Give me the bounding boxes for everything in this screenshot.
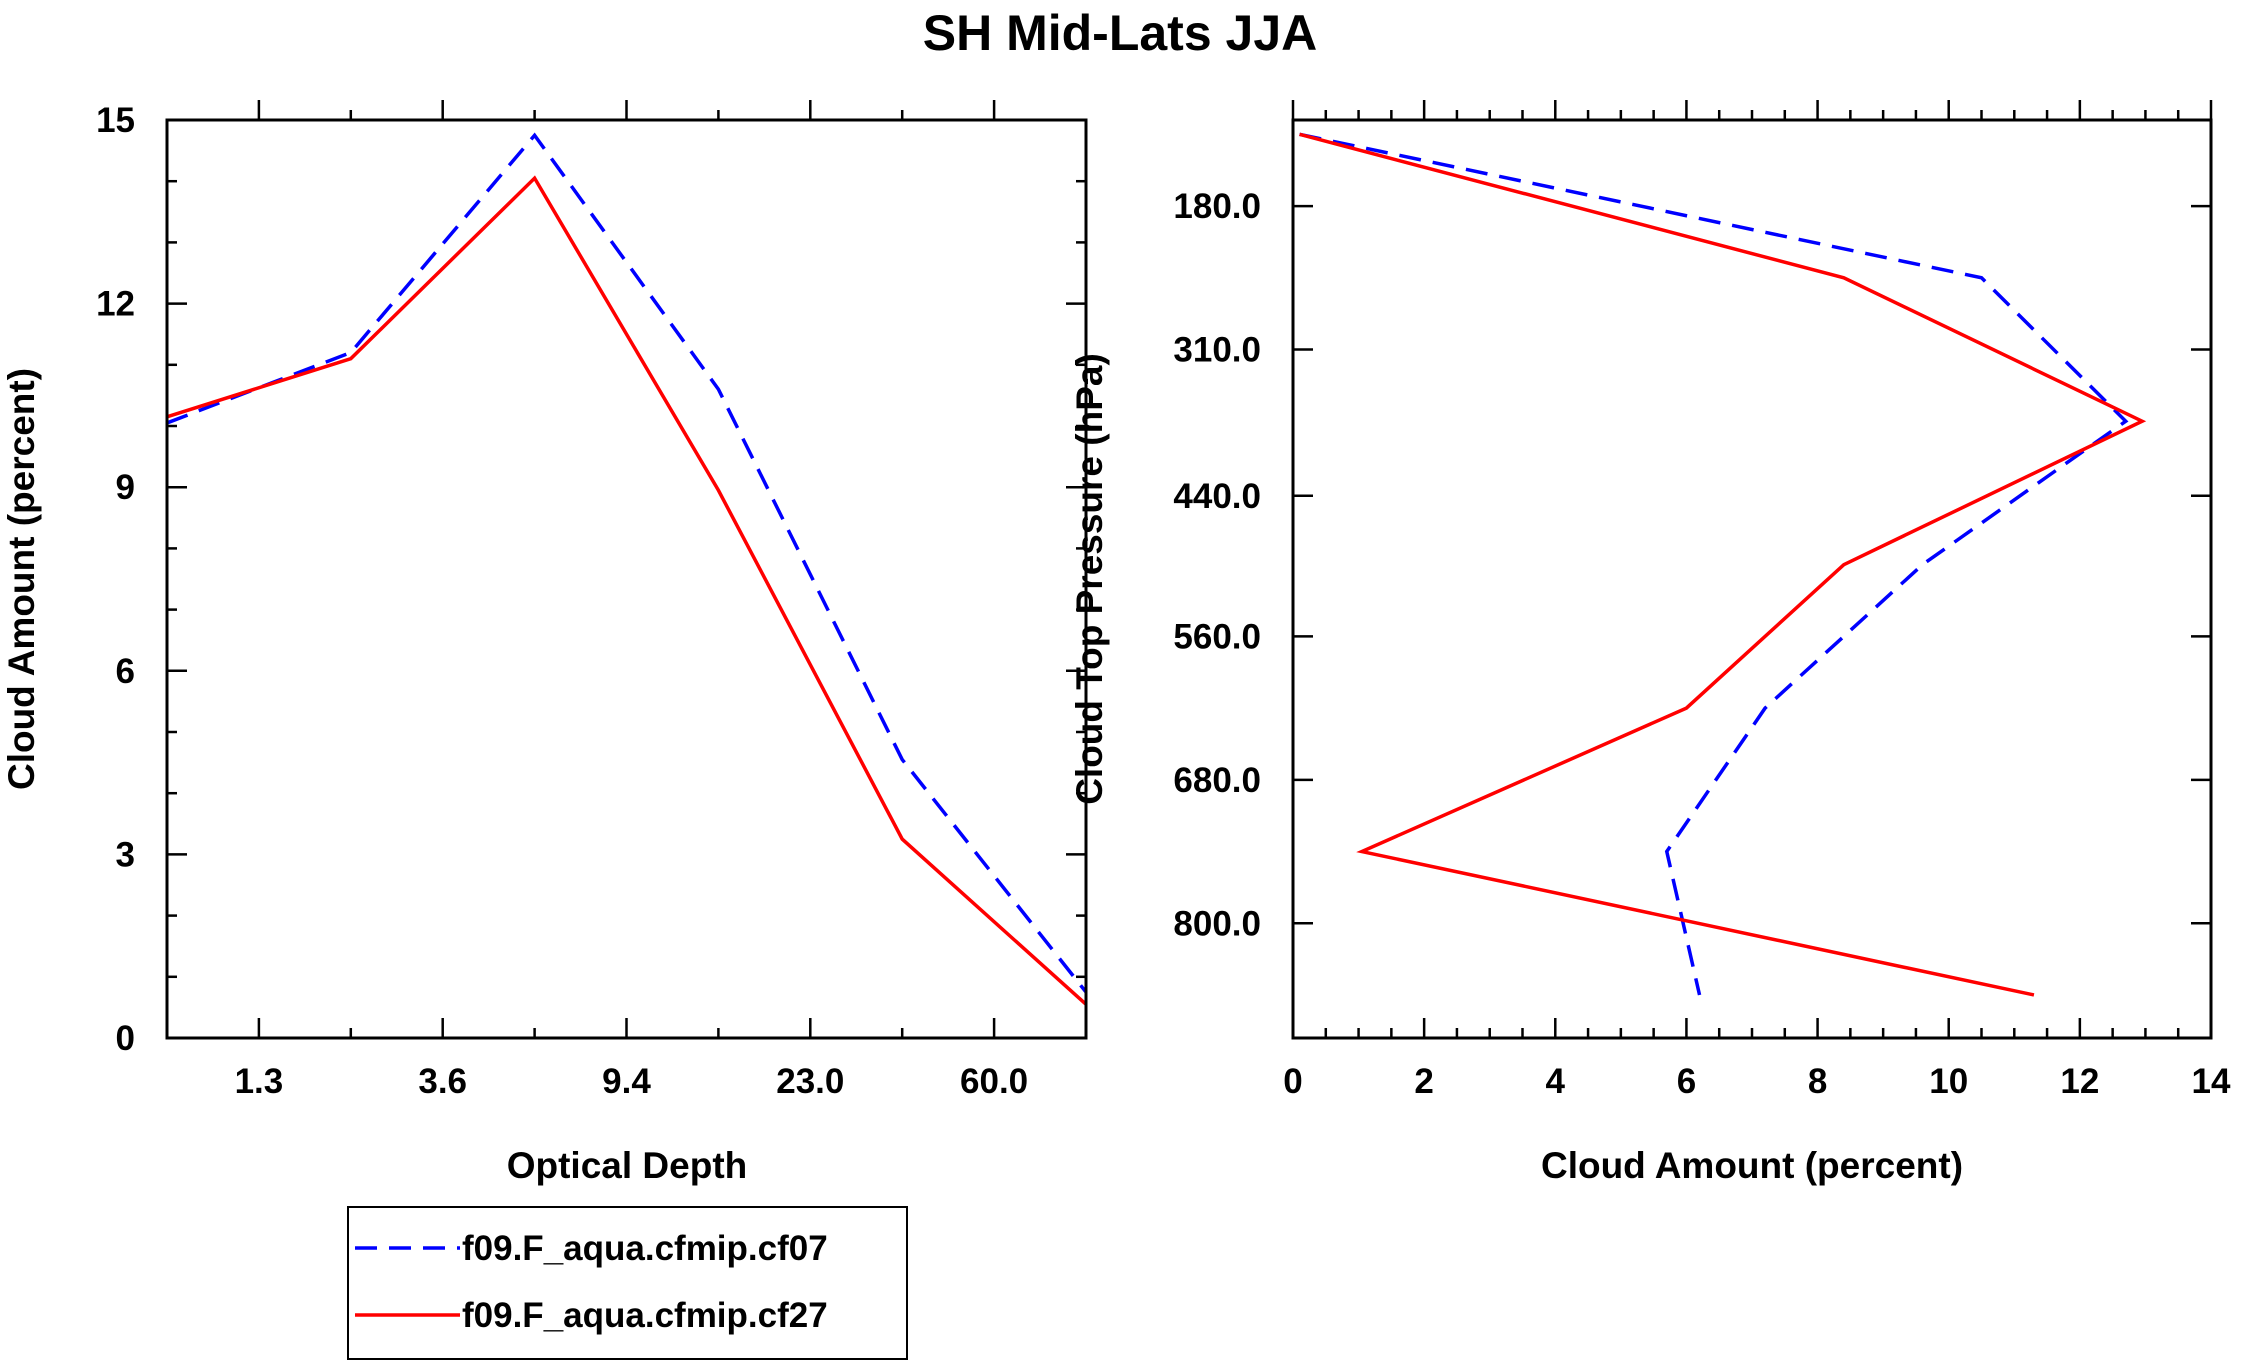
left-y-tick-label: 0: [116, 1019, 135, 1058]
left-series-line-cf07: [166, 132, 1088, 994]
legend-label-cf07: f09.F_aqua.cfmip.cf07: [462, 1229, 828, 1268]
right-y-tick-label: 800.0: [1173, 904, 1261, 943]
left-chart-xlabel: Optical Depth: [507, 1145, 748, 1186]
right-x-tick-label: 0: [1283, 1062, 1302, 1101]
right-chart-series: [1299, 132, 2147, 997]
right-y-tick-label: 310.0: [1173, 331, 1261, 370]
right-x-tick-label: 14: [2192, 1062, 2231, 1101]
left-x-tick-label: 23.0: [776, 1062, 844, 1101]
left-chart-series: [166, 132, 1088, 1006]
left-y-tick-label: 3: [116, 835, 135, 874]
right-x-tick-label: 4: [1546, 1062, 1566, 1101]
right-series-line-cf27: [1299, 132, 2147, 997]
left-chart-ticks: 1.3 3.6 9.4 23.0 60.0 0 3 6 9 12 15: [96, 100, 1086, 1101]
left-x-tick-label: 3.6: [418, 1062, 467, 1101]
right-x-tick-label: 8: [1808, 1062, 1827, 1101]
right-chart-frame: [1291, 118, 2213, 1040]
right-chart-ylabel: Cloud Top Pressure (hPa): [1069, 353, 1110, 805]
right-chart-panel: 0 2 4 6 8 10 12 14 180.0 310.0 440.0 560.0 680.0 800.…: [1069, 100, 2231, 1186]
left-series-line-cf27: [166, 175, 1088, 1006]
legend-box: [347, 1206, 908, 1360]
left-x-tick-label: 1.3: [235, 1062, 284, 1101]
right-x-tick-label: 2: [1414, 1062, 1433, 1101]
left-chart-frame: [165, 118, 1088, 1040]
left-y-tick-label: 9: [116, 468, 135, 507]
legend: f09.F_aqua.cfmip.cf07 f09.F_aqua.cfmip.c…: [347, 1206, 908, 1360]
left-y-tick-label: 15: [96, 101, 135, 140]
right-x-tick-label: 6: [1677, 1062, 1696, 1101]
left-y-tick-label: 12: [96, 285, 135, 324]
left-x-tick-label: 60.0: [960, 1062, 1028, 1101]
left-chart-ylabel: Cloud Amount (percent): [1, 368, 42, 790]
left-x-tick-label: 9.4: [602, 1062, 651, 1101]
right-chart-ticks: 0 2 4 6 8 10 12 14 180.0 310.0 440.0 560.0 680.0 800.…: [1173, 100, 2231, 1101]
right-chart-xlabel: Cloud Amount (percent): [1541, 1145, 1963, 1186]
right-y-tick-label: 680.0: [1173, 761, 1261, 800]
figure-title: SH Mid-Lats JJA: [923, 5, 1318, 61]
right-series-line-cf07: [1299, 132, 2129, 996]
right-y-tick-label: 440.0: [1173, 477, 1261, 516]
right-x-tick-label: 12: [2060, 1062, 2099, 1101]
right-x-tick-label: 10: [1929, 1062, 1968, 1101]
right-y-tick-label: 560.0: [1173, 617, 1261, 656]
legend-label-cf27: f09.F_aqua.cfmip.cf27: [462, 1296, 828, 1335]
right-y-tick-label: 180.0: [1173, 187, 1261, 226]
left-y-tick-label: 6: [116, 652, 135, 691]
